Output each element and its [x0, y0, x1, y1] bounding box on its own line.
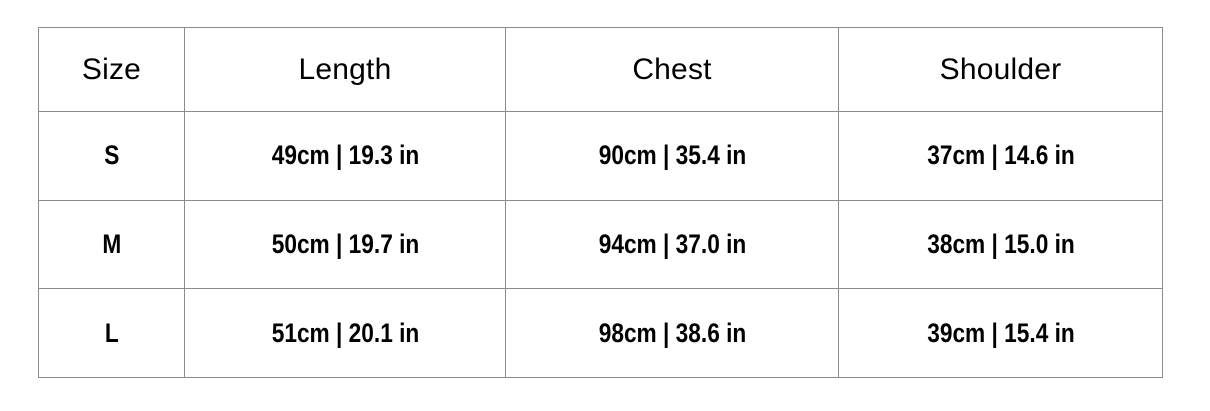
cell-shoulder-text: 37cm | 14.6 in — [926, 140, 1075, 171]
cell-length: 49cm | 19.3 in — [209, 111, 481, 201]
cell-chest-text: 90cm | 35.4 in — [598, 140, 746, 171]
cell-length: 50cm | 19.7 in — [209, 199, 481, 290]
table-header: Size Length Chest Shoulder — [38, 27, 1163, 112]
header-row: Size Length Chest Shoulder — [38, 27, 1163, 112]
column-header-chest: Chest — [505, 27, 839, 112]
cell-chest-text: 98cm | 38.6 in — [598, 317, 746, 348]
cell-chest-text: 94cm | 37.0 in — [598, 228, 746, 259]
table-body: S 49cm | 19.3 in 90cm | 35.4 in 37cm | 1… — [39, 111, 1163, 378]
cell-size-text: M — [101, 228, 122, 259]
cell-chest: 98cm | 38.6 in — [531, 288, 813, 378]
column-header-length: Length — [184, 27, 506, 112]
column-header-shoulder: Shoulder — [838, 27, 1163, 112]
size-chart-table-wrapper: Size Length Chest Shoulder S 49cm | 19.3… — [38, 27, 1163, 378]
size-chart-table: Size Length Chest Shoulder S 49cm | 19.3… — [38, 27, 1163, 378]
cell-shoulder: 38cm | 15.0 in — [863, 199, 1137, 290]
column-header-size: Size — [38, 27, 185, 112]
cell-shoulder-text: 38cm | 15.0 in — [926, 228, 1075, 259]
cell-length-text: 49cm | 19.3 in — [271, 140, 419, 171]
table-row: M 50cm | 19.7 in 94cm | 37.0 in 38cm | 1… — [39, 199, 1163, 290]
cell-shoulder: 37cm | 14.6 in — [863, 111, 1137, 201]
cell-chest: 94cm | 37.0 in — [531, 199, 813, 290]
cell-size: S — [49, 111, 174, 201]
table-row: S 49cm | 19.3 in 90cm | 35.4 in 37cm | 1… — [39, 111, 1163, 201]
cell-size: L — [49, 288, 174, 378]
cell-size-text: L — [104, 317, 119, 348]
cell-chest: 90cm | 35.4 in — [531, 111, 813, 201]
cell-length: 51cm | 20.1 in — [209, 288, 481, 378]
cell-shoulder-text: 39cm | 15.4 in — [926, 317, 1075, 348]
table-row: L 51cm | 20.1 in 98cm | 38.6 in 39cm | 1… — [39, 288, 1163, 378]
cell-length-text: 50cm | 19.7 in — [271, 228, 419, 259]
cell-shoulder: 39cm | 15.4 in — [863, 288, 1137, 378]
cell-size-text: S — [103, 140, 120, 171]
cell-size: M — [49, 199, 174, 290]
cell-length-text: 51cm | 20.1 in — [271, 317, 419, 348]
